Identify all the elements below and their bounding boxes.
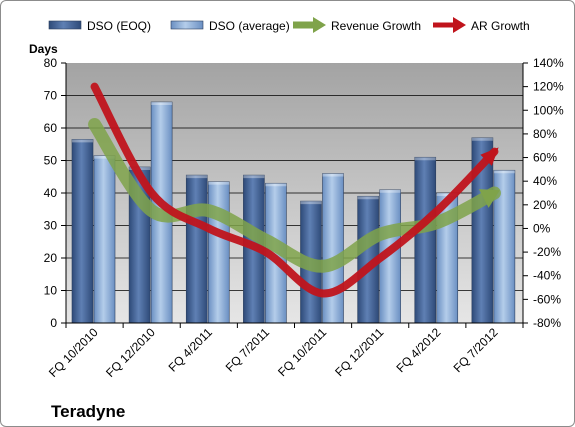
y2-tick-label: -20% [533, 245, 561, 259]
y-tick-label: 50 [44, 154, 58, 168]
y2-tick-label: 100% [533, 103, 564, 117]
bar-highlight [493, 170, 515, 174]
x-tick-label: FQ 7/2012 [451, 325, 501, 375]
ar-growth-line [90, 82, 499, 298]
bar-highlight [379, 189, 401, 193]
legend: DSO (EOQ) DSO (average) Revenue Growth AR G… [48, 17, 530, 33]
bar-dso-eoq [414, 156, 437, 324]
bar-highlight [322, 173, 344, 177]
y-axis-title: Days [29, 42, 58, 56]
x-tick-label: FQ 10/2011 [275, 325, 329, 379]
ar-growth-arrowhead [480, 147, 499, 166]
legend-label-dso-average: DSO (average) [209, 19, 290, 33]
x-tick-label: FQ 7/2011 [223, 325, 273, 375]
y2-tick-label: 60% [533, 151, 557, 165]
y2-tick-label: 80% [533, 127, 557, 141]
bar-highlight [436, 193, 458, 196]
y2-tick-label: 0% [533, 221, 551, 235]
bar-highlight [300, 201, 322, 205]
x-tick-label: FQ 4/2011 [166, 325, 216, 375]
x-tick-label: FQ 12/2011 [332, 325, 386, 379]
legend-label-ar-growth: AR Growth [471, 19, 530, 33]
legend-label-dso-eoq: DSO (EOQ) [87, 19, 151, 33]
bar-dso-average [322, 173, 344, 324]
bar-dso-average [207, 181, 230, 324]
legend-swatch-dso-eoq [48, 20, 82, 30]
y2-tick-label: -80% [533, 316, 561, 330]
y2-tick-label: -40% [533, 269, 561, 283]
legend-swatch-dso-average [170, 20, 204, 30]
y-tick-label: 30 [44, 219, 58, 233]
y2-tick-label: 40% [533, 174, 557, 188]
x-tick-label: FQ 12/2010 [103, 325, 158, 380]
y2-tick-label: -60% [533, 292, 561, 306]
bar-dso-average [93, 155, 116, 324]
bar-highlight [72, 139, 93, 143]
revenue-growth-line [88, 117, 501, 273]
bar-highlight [414, 157, 436, 161]
y2-tick-label: 140% [533, 56, 564, 70]
bar-dso-eoq [71, 139, 94, 324]
y-tick-label: 70 [44, 89, 58, 103]
y-tick-label: 0 [50, 316, 57, 330]
bar-dso-eoq [185, 174, 208, 324]
bar-highlight [186, 175, 208, 179]
bar-highlight [151, 102, 173, 105]
bar-highlight [243, 175, 265, 179]
revenue-growth-arrowhead [478, 189, 500, 208]
x-tick-label: FQ 4/2012 [393, 325, 443, 375]
bar-highlight [265, 183, 287, 187]
legend-arrow-revenue-growth [313, 17, 326, 33]
x-tick-label: FQ 10/2010 [46, 325, 101, 380]
y-tick-label: 60 [44, 121, 58, 135]
y-tick-label: 20 [44, 251, 58, 265]
bar-highlight [94, 155, 115, 159]
bar-highlight [208, 181, 230, 185]
legend-label-revenue-growth: Revenue Growth [331, 19, 421, 33]
y-tick-label: 40 [44, 186, 58, 200]
company-name: Teradyne [51, 402, 125, 421]
bar-highlight [357, 196, 379, 200]
y-tick-label: 10 [44, 284, 58, 298]
y-tick-label: 80 [44, 56, 58, 70]
bar-highlight [471, 137, 493, 141]
legend-arrow-ar-growth [453, 17, 466, 33]
y2-tick-label: 20% [533, 198, 557, 212]
growth-lines [88, 82, 501, 298]
y2-tick-label: 120% [533, 80, 564, 94]
